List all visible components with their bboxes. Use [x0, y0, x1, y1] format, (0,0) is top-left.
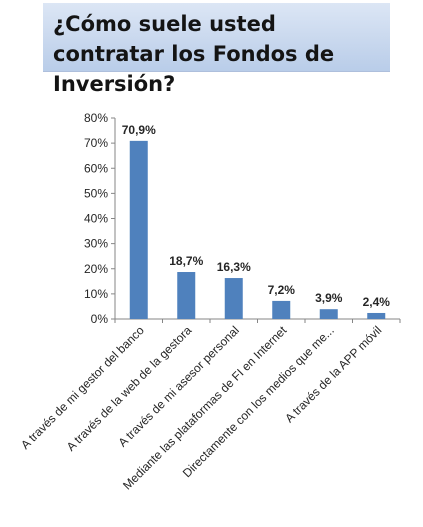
- y-tick-label: 10%: [84, 287, 108, 301]
- y-tick-label: 0%: [91, 312, 109, 326]
- data-label: 70,9%: [122, 123, 156, 137]
- bar: [129, 140, 148, 319]
- data-label: 2,4%: [363, 295, 391, 309]
- y-tick-label: 80%: [84, 111, 108, 125]
- y-tick-label: 30%: [84, 237, 108, 251]
- category-label: Mediante las plataformas de FI en Intern…: [120, 323, 290, 493]
- chart-title: ¿Cómo suele usted contratar los Fondos d…: [53, 12, 335, 96]
- bar: [224, 278, 243, 319]
- bar: [367, 312, 386, 319]
- data-label: 16,3%: [217, 260, 251, 274]
- data-label: 3,9%: [315, 291, 343, 305]
- data-label: 7,2%: [268, 283, 296, 297]
- category-label: A través de la APP móvil: [282, 323, 384, 425]
- chart-title-box: ¿Cómo suele usted contratar los Fondos d…: [43, 3, 390, 96]
- bar: [319, 309, 338, 319]
- data-label: 18,7%: [169, 254, 203, 268]
- bar: [177, 272, 196, 319]
- bar: [272, 300, 291, 319]
- y-tick-label: 40%: [84, 212, 108, 226]
- y-tick-label: 20%: [84, 262, 108, 276]
- y-tick-label: 70%: [84, 136, 108, 150]
- y-tick-label: 60%: [84, 161, 108, 175]
- y-tick-label: 50%: [84, 186, 108, 200]
